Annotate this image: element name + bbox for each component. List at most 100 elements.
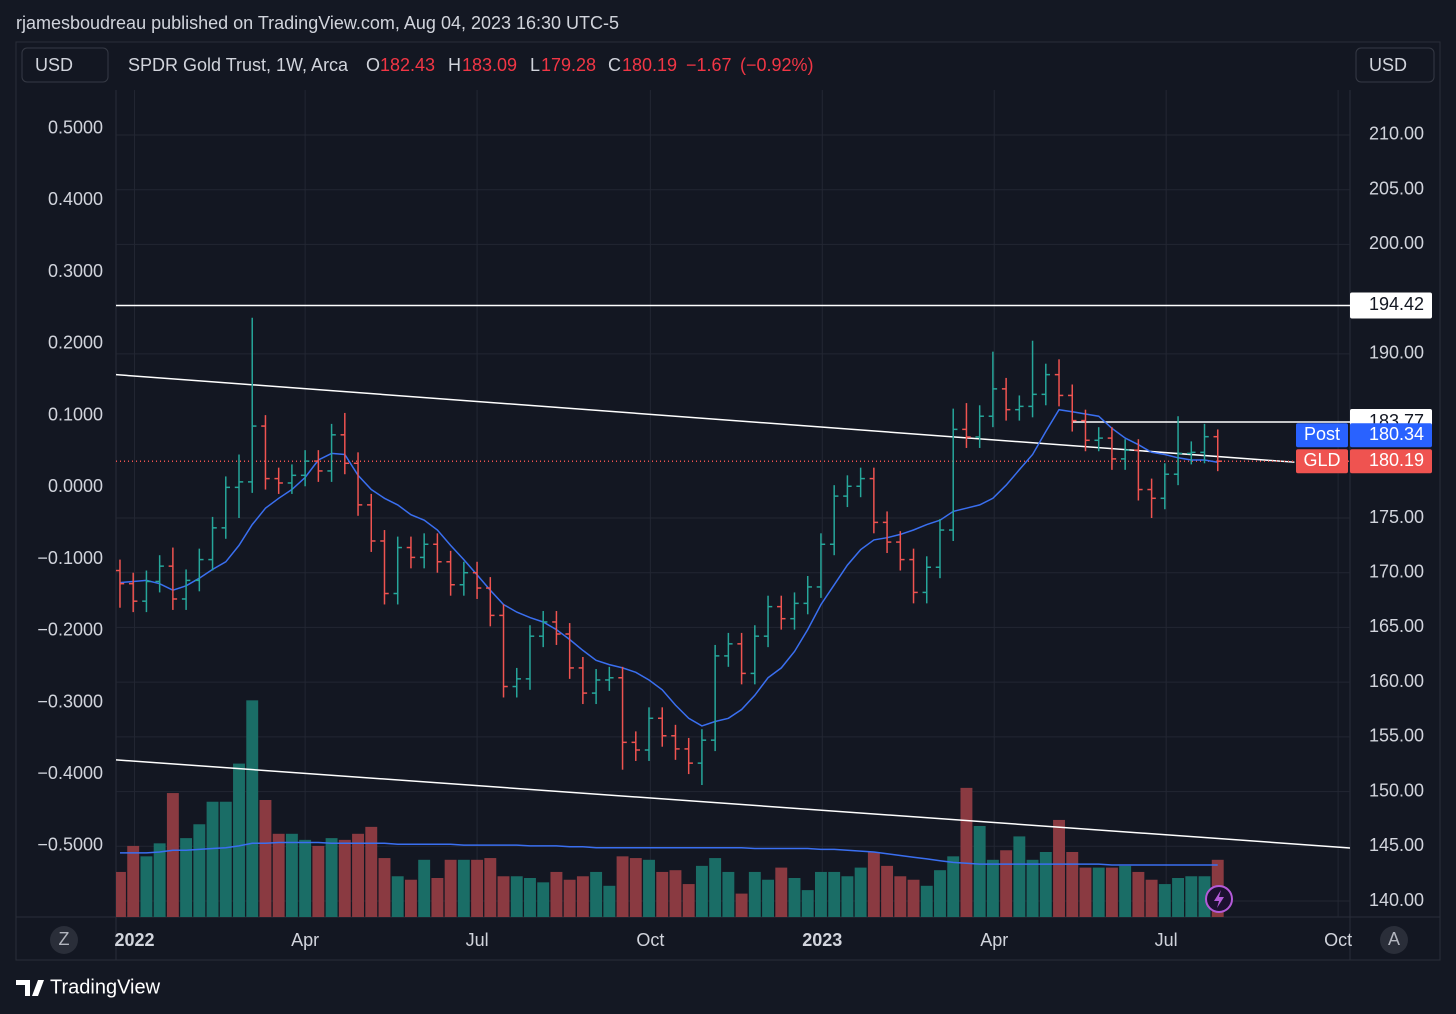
volume-bar: [1119, 865, 1132, 917]
currency-button-label[interactable]: USD: [35, 55, 73, 75]
y-tick-label: 165.00: [1369, 616, 1424, 636]
volume-bar: [1158, 884, 1171, 917]
y-tick-label: 170.00: [1369, 561, 1424, 581]
volume-bar: [1039, 852, 1052, 917]
y-tick-label: 190.00: [1369, 343, 1424, 363]
volume-bar: [867, 852, 880, 917]
volume-bar: [418, 859, 431, 917]
volume-bar: [563, 879, 576, 917]
volume-bar: [206, 801, 219, 917]
volume-bar: [537, 882, 550, 917]
volume-bar: [1145, 879, 1158, 917]
volume-bar: [748, 871, 761, 917]
volume-bar: [695, 865, 708, 917]
volume-bar: [643, 859, 655, 917]
currency-button-label[interactable]: USD: [1369, 55, 1407, 75]
y-tick-label: 210.00: [1369, 124, 1424, 144]
y-tick-label: 160.00: [1369, 671, 1424, 691]
price-label: 194.42: [1369, 294, 1424, 314]
legend-value: 183.09: [462, 55, 517, 75]
volume-bar: [801, 890, 814, 917]
volume-bar: [180, 838, 193, 917]
brand: TradingView: [50, 976, 161, 998]
y-tick-label: 200.00: [1369, 233, 1424, 253]
volume-bar: [524, 878, 536, 917]
volume-bar: [709, 858, 722, 917]
volume-bar: [193, 824, 206, 917]
x-tick-label: Apr: [291, 930, 319, 950]
x-tick-label: 2022: [114, 930, 154, 950]
volume-bar: [510, 876, 523, 917]
volume-bar: [960, 787, 973, 917]
volume-bar: [365, 826, 378, 917]
volume-bar: [299, 839, 312, 917]
legend-title: SPDR Gold Trust, 1W, Arca: [128, 55, 349, 75]
volume-bar: [1066, 852, 1079, 917]
volume-bar: [1000, 850, 1013, 917]
y2-tick-label: −0.2000: [37, 620, 103, 640]
volume-bar: [1079, 867, 1092, 917]
volume-bar: [656, 871, 669, 917]
volume-bar: [920, 885, 933, 917]
post-tag-box: [1296, 423, 1348, 448]
side-button[interactable]: [50, 926, 78, 954]
currency-button[interactable]: [1355, 47, 1435, 83]
y2-tick-label: 0.2000: [48, 333, 103, 353]
y2-tick-label: 0.3000: [48, 261, 103, 281]
side-button[interactable]: [1380, 926, 1408, 954]
volume-bar: [669, 870, 682, 917]
volume-bar: [352, 833, 364, 917]
volume-bar: [1013, 836, 1026, 917]
symbol-tag-name: GLD: [1303, 450, 1340, 470]
y-tick-label: 140.00: [1369, 890, 1424, 910]
volume-bar: [616, 856, 629, 917]
symbol-value-box: [1350, 449, 1432, 474]
brand-logo: [16, 980, 44, 996]
currency-button[interactable]: [21, 47, 109, 83]
volume-bar: [762, 879, 775, 917]
ma-line: [119, 408, 1218, 727]
post-value: 180.34: [1369, 424, 1424, 444]
y-tick-label: 145.00: [1369, 835, 1424, 855]
legend-value: 182.43: [380, 55, 435, 75]
volume-bar: [973, 826, 986, 917]
x-tick-label: Oct: [636, 930, 664, 950]
volume-bar: [325, 838, 338, 917]
volume-bar: [484, 858, 497, 917]
volume-bar: [1172, 878, 1185, 917]
volume-bar: [934, 870, 946, 917]
legend-value: 180.19: [622, 55, 677, 75]
volume-bar: [444, 859, 457, 917]
volume-bar: [272, 833, 285, 917]
x-tick-label: 2023: [802, 930, 842, 950]
volume-bar: [391, 876, 404, 917]
y-tick-label: 205.00: [1369, 178, 1424, 198]
volume-bar: [153, 843, 166, 917]
x-tick-label: Jul: [466, 930, 489, 950]
symbol-value: 180.19: [1369, 450, 1424, 470]
side-button-label[interactable]: Z: [59, 929, 70, 949]
y-tick-label: 155.00: [1369, 726, 1424, 746]
legend-label: C: [608, 55, 621, 75]
volume-bar: [1026, 859, 1039, 917]
volume-bar: [338, 839, 351, 917]
alert-bolt: [1214, 890, 1224, 908]
volume-bar: [259, 800, 272, 917]
volume-bar: [576, 876, 589, 917]
volume-bar: [116, 871, 126, 917]
price-label-box: [1350, 292, 1432, 319]
volume-bar: [775, 867, 788, 917]
post-value-box: [1350, 423, 1432, 448]
volume-bar: [1198, 876, 1211, 917]
symbol-tag-box: [1296, 449, 1348, 474]
publisher: rjamesboudreau published on TradingView.…: [16, 13, 619, 33]
volume-bar: [603, 885, 616, 917]
volume-bar: [629, 858, 642, 917]
volume-bar: [431, 878, 444, 917]
volume-bar: [127, 845, 140, 917]
volume-bar: [497, 876, 510, 917]
side-button-label[interactable]: A: [1388, 929, 1400, 949]
y2-tick-label: 0.4000: [48, 189, 103, 209]
